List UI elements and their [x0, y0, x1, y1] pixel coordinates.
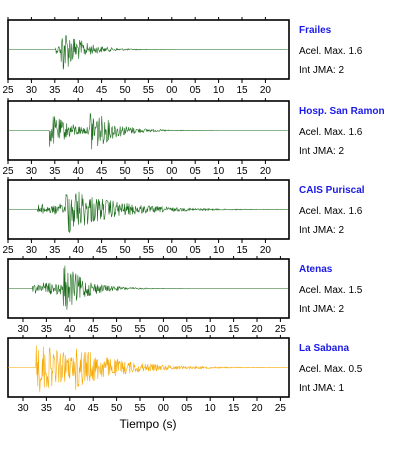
tick-label: 05: [190, 245, 202, 256]
trace-line: [8, 191, 289, 233]
int-jma-label: Int JMA: 2: [299, 304, 344, 315]
tick-label: 15: [228, 403, 240, 414]
tick-label: 25: [2, 85, 14, 96]
tick-label: 05: [181, 403, 193, 414]
panel-3: 25 30 35 40 45 50 55 00 05 10 15 20 CAIS Puriscal Ace…: [2, 177, 365, 256]
tick-label: 45: [88, 324, 100, 335]
tick-label: 55: [134, 324, 146, 335]
tick-label: 40: [64, 403, 76, 414]
acel-max-label: Acel. Max. 1.6: [299, 206, 363, 217]
tick-label: 25: [2, 245, 14, 256]
tick-label: 10: [213, 245, 225, 256]
station-name: Hosp. San Ramon: [299, 106, 385, 117]
int-jma-label: Int JMA: 2: [299, 225, 344, 236]
panel-2: 25 30 35 40 45 50 55 00 05 10 15 20 Hosp. San Ramon A…: [2, 98, 385, 177]
tick-label: 50: [119, 245, 131, 256]
tick-label: 15: [236, 166, 248, 177]
tick-label: 30: [26, 245, 38, 256]
tick-label: 40: [73, 85, 85, 96]
tick-label: 55: [143, 245, 155, 256]
tick-label: 00: [166, 245, 178, 256]
trace-line: [8, 35, 288, 70]
tick-label: 40: [64, 324, 76, 335]
tick-label: 50: [119, 166, 131, 177]
acel-max-label: Acel. Max. 0.5: [299, 364, 363, 375]
tick-label: 30: [26, 166, 38, 177]
tick-label: 50: [119, 85, 131, 96]
tick-label: 05: [190, 166, 202, 177]
x-axis-label: Tiempo (s): [120, 417, 177, 431]
tick-label: 00: [158, 403, 170, 414]
station-name: La Sabana: [299, 343, 349, 354]
tick-label: 30: [17, 324, 29, 335]
panel-5: 30 35 40 45 50 55 00 05 10 15 20 25 La Sabana Acel. M…: [7, 335, 363, 414]
station-name: CAIS Puriscal: [299, 185, 365, 196]
tick-label: 45: [88, 403, 100, 414]
tick-label: 05: [190, 85, 202, 96]
tick-label: 20: [251, 403, 263, 414]
tick-label: 05: [181, 324, 193, 335]
tick-label: 35: [49, 166, 61, 177]
tick-label: 50: [111, 324, 123, 335]
tick-label: 45: [96, 166, 108, 177]
tick-label: 45: [96, 245, 108, 256]
tick-label: 35: [49, 85, 61, 96]
tick-label: 25: [2, 166, 14, 177]
int-jma-label: Int JMA: 2: [299, 65, 344, 76]
tick-label: 50: [111, 403, 123, 414]
station-name: Frailes: [299, 25, 332, 36]
tick-label: 00: [158, 324, 170, 335]
tick-label: 00: [166, 85, 178, 96]
trace-line: [8, 113, 288, 150]
tick-label: 20: [260, 245, 272, 256]
tick-label: 30: [26, 85, 38, 96]
station-name: Atenas: [299, 264, 333, 275]
acel-max-label: Acel. Max. 1.6: [299, 127, 363, 138]
tick-label: 30: [17, 403, 29, 414]
tick-label: 15: [228, 324, 240, 335]
tick-label: 10: [213, 166, 225, 177]
tick-label: 25: [275, 324, 287, 335]
panel-4: 30 35 40 45 50 55 00 05 10 15 20 25 Atenas Acel. Max.…: [7, 256, 363, 335]
tick-label: 35: [41, 324, 53, 335]
acel-max-label: Acel. Max. 1.5: [299, 285, 363, 296]
tick-label: 15: [236, 85, 248, 96]
trace-line: [8, 345, 288, 393]
tick-label: 15: [236, 245, 248, 256]
tick-label: 40: [73, 166, 85, 177]
tick-label: 10: [213, 85, 225, 96]
trace-line: [8, 265, 288, 310]
tick-label: 25: [275, 403, 287, 414]
tick-label: 55: [143, 166, 155, 177]
tick-label: 20: [251, 324, 263, 335]
tick-label: 10: [205, 324, 217, 335]
int-jma-label: Int JMA: 2: [299, 146, 344, 157]
acel-max-label: Acel. Max. 1.6: [299, 46, 363, 57]
panels-group: 25 30 35 40 45 50 55 00 05 10 15 20 Frailes Acel. Max…: [2, 17, 385, 414]
tick-label: 55: [134, 403, 146, 414]
panel-1: 25 30 35 40 45 50 55 00 05 10 15 20 Frailes Acel. Max…: [2, 17, 363, 96]
tick-label: 20: [260, 85, 272, 96]
tick-label: 45: [96, 85, 108, 96]
tick-label: 20: [260, 166, 272, 177]
tick-label: 55: [143, 85, 155, 96]
tick-label: 10: [205, 403, 217, 414]
tick-label: 35: [49, 245, 61, 256]
int-jma-label: Int JMA: 1: [299, 383, 344, 394]
tick-label: 00: [166, 166, 178, 177]
tick-label: 40: [73, 245, 85, 256]
tick-label: 35: [41, 403, 53, 414]
